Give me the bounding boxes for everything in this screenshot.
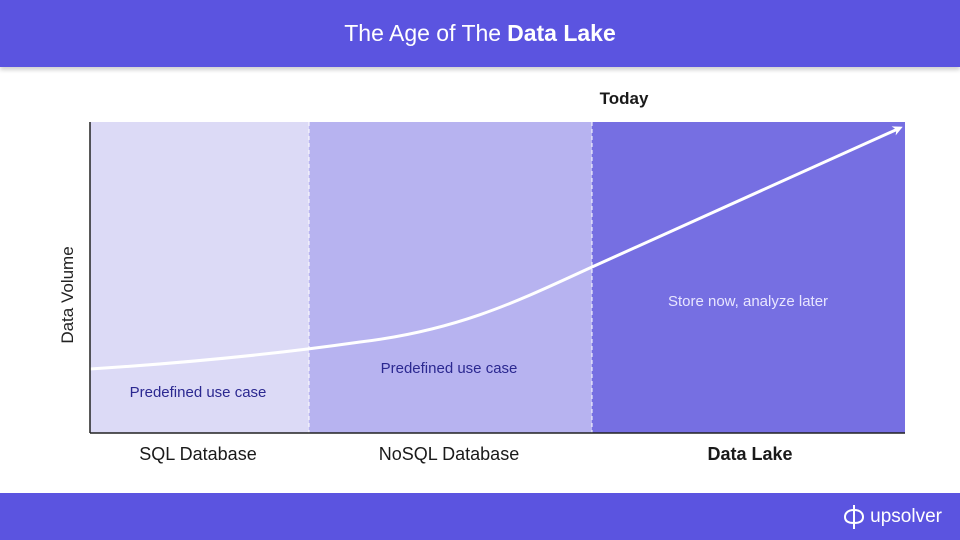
title-bold: Data Lake <box>507 20 616 46</box>
brand-logo: upsolver <box>844 504 942 530</box>
x-label-data-lake: Data Lake <box>707 444 793 464</box>
region-data-lake <box>592 122 905 433</box>
region-nosql <box>309 122 592 433</box>
region-note: Predefined use case <box>380 360 518 377</box>
today-marker-label: Today <box>599 89 649 108</box>
region-note: Store now, analyze later <box>667 293 829 310</box>
footer-bar <box>0 493 960 540</box>
region-sql <box>90 122 309 433</box>
x-label-nosql: NoSQL Database <box>378 444 520 464</box>
page-title: The Age of The Data Lake <box>0 0 960 67</box>
region-note: Predefined use case <box>129 384 267 401</box>
brand-name: upsolver <box>870 506 942 527</box>
x-label-sql: SQL Database <box>139 444 257 464</box>
title-prefix: The Age of The <box>344 20 502 46</box>
upsolver-icon <box>844 505 865 529</box>
growth-curve <box>89 126 903 371</box>
y-axis-label: Data Volume <box>58 246 77 344</box>
